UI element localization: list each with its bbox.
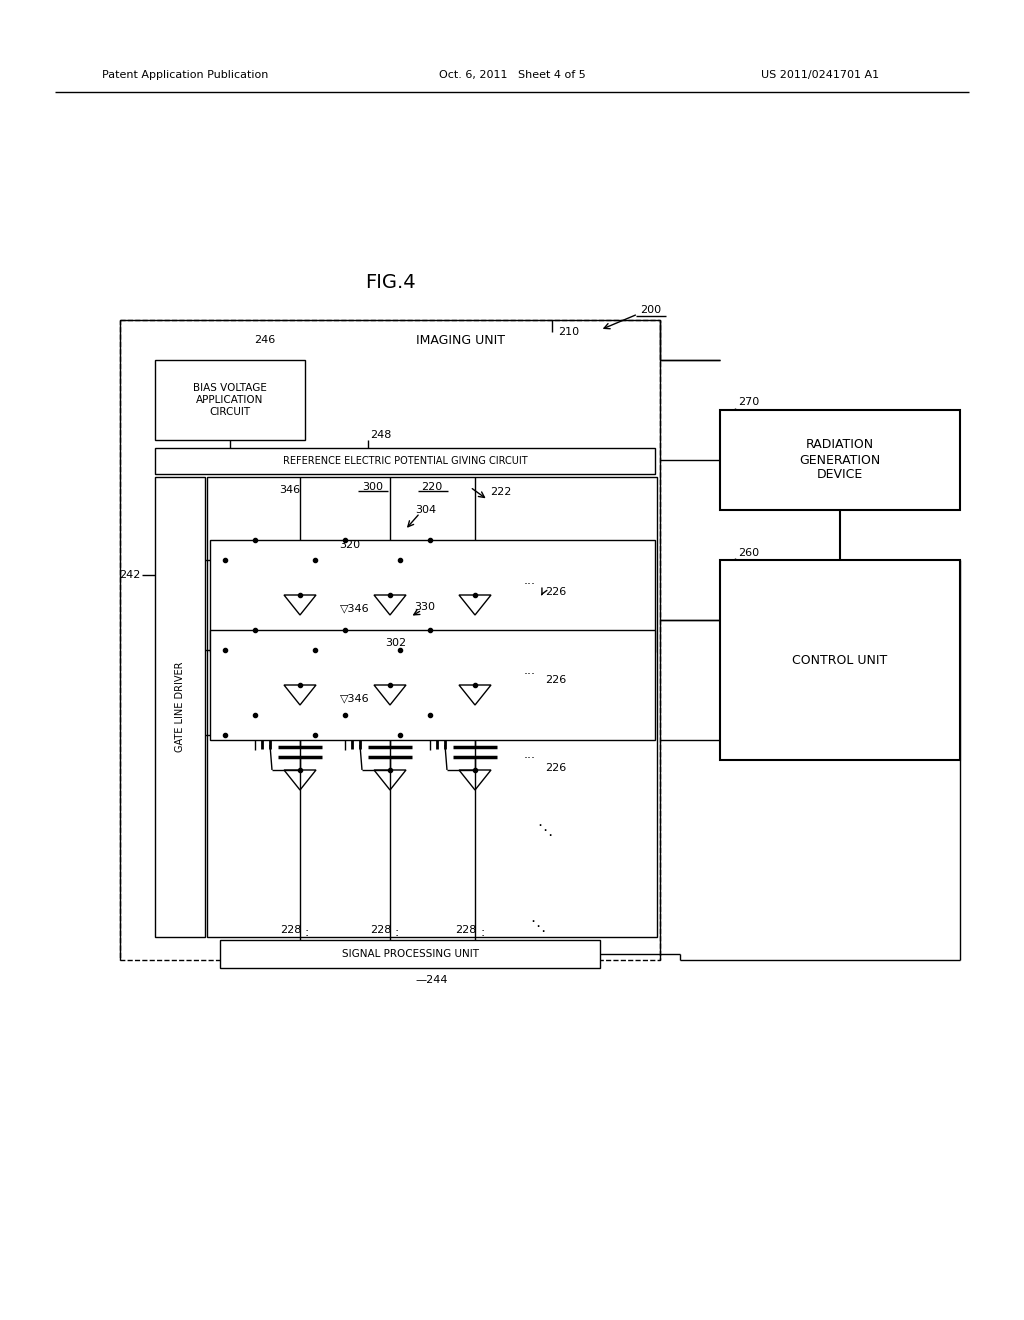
Bar xyxy=(155,477,205,937)
Text: 270: 270 xyxy=(738,397,759,407)
Text: 222: 222 xyxy=(490,487,511,498)
Text: ...: ... xyxy=(524,573,536,586)
Text: SIGNAL PROCESSING UNIT: SIGNAL PROCESSING UNIT xyxy=(341,949,478,960)
Text: 228: 228 xyxy=(370,925,391,935)
Text: 242: 242 xyxy=(119,570,140,579)
Bar xyxy=(210,540,655,652)
Text: GATE LINE DRIVER: GATE LINE DRIVER xyxy=(175,661,185,752)
Bar xyxy=(720,560,961,760)
Text: US 2011/0241701 A1: US 2011/0241701 A1 xyxy=(761,70,879,81)
Text: 228: 228 xyxy=(280,925,301,935)
Text: 346: 346 xyxy=(280,484,301,495)
Text: 246: 246 xyxy=(254,335,275,345)
Text: 200: 200 xyxy=(640,305,662,315)
Text: BIAS VOLTAGE
APPLICATION
CIRCUIT: BIAS VOLTAGE APPLICATION CIRCUIT xyxy=(194,383,267,417)
Text: ...: ... xyxy=(524,664,536,676)
Text: Patent Application Publication: Patent Application Publication xyxy=(101,70,268,81)
Text: ⋱: ⋱ xyxy=(538,822,553,837)
Text: 320: 320 xyxy=(339,540,360,550)
Text: 302: 302 xyxy=(385,638,407,648)
Text: ...: ... xyxy=(524,748,536,762)
Text: 300: 300 xyxy=(362,482,384,492)
Text: 226: 226 xyxy=(545,675,566,685)
Text: FIG.4: FIG.4 xyxy=(365,273,416,293)
Bar xyxy=(155,447,655,474)
Bar xyxy=(720,411,961,510)
Bar xyxy=(210,630,655,741)
Text: 226: 226 xyxy=(545,763,566,774)
Text: 260: 260 xyxy=(738,548,759,558)
Text: :: : xyxy=(305,925,309,939)
Text: 304: 304 xyxy=(415,506,436,515)
Text: 228: 228 xyxy=(455,925,476,935)
Text: RADIATION
GENERATION
DEVICE: RADIATION GENERATION DEVICE xyxy=(800,438,881,482)
Bar xyxy=(207,477,657,937)
Text: 248: 248 xyxy=(370,430,391,440)
Text: 220: 220 xyxy=(421,482,442,492)
Text: 226: 226 xyxy=(545,587,566,597)
Text: :: : xyxy=(395,925,399,939)
Bar xyxy=(220,940,600,968)
Text: CONTROL UNIT: CONTROL UNIT xyxy=(793,653,888,667)
Text: ⋱: ⋱ xyxy=(530,919,546,933)
Text: Oct. 6, 2011   Sheet 4 of 5: Oct. 6, 2011 Sheet 4 of 5 xyxy=(438,70,586,81)
Text: ▽346: ▽346 xyxy=(340,603,370,612)
Text: 330: 330 xyxy=(415,602,435,612)
Bar xyxy=(155,360,305,440)
Text: —244: —244 xyxy=(415,975,447,985)
Text: IMAGING UNIT: IMAGING UNIT xyxy=(416,334,505,346)
Text: ▽346: ▽346 xyxy=(340,693,370,704)
Text: :: : xyxy=(480,925,484,939)
Bar xyxy=(120,319,660,960)
Text: 210: 210 xyxy=(558,327,580,337)
Text: REFERENCE ELECTRIC POTENTIAL GIVING CIRCUIT: REFERENCE ELECTRIC POTENTIAL GIVING CIRC… xyxy=(283,455,527,466)
